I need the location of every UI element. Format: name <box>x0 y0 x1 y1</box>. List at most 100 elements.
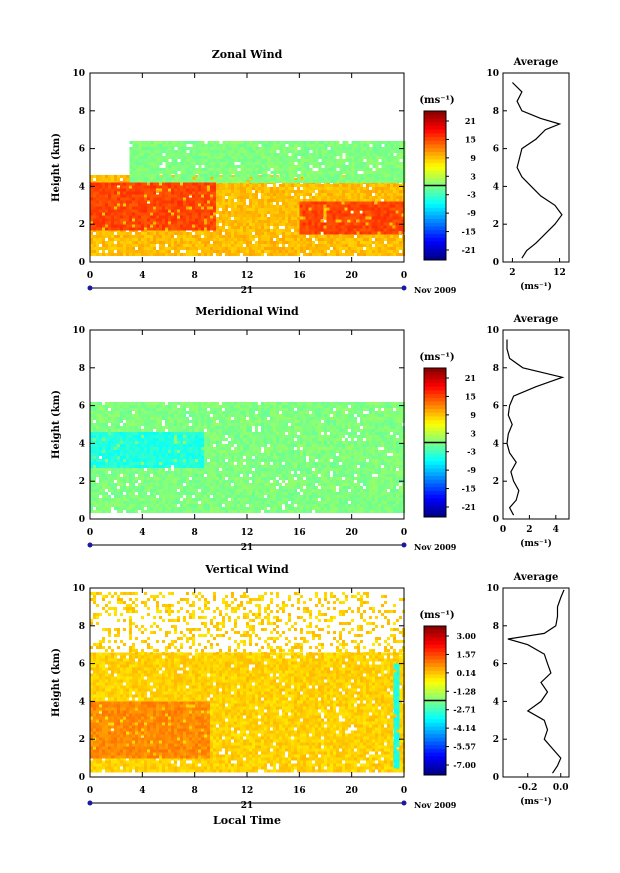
heatmap-cell <box>165 194 168 198</box>
heatmap-cell <box>159 238 162 242</box>
heatmap-cell <box>381 193 384 197</box>
heatmap-cell <box>237 202 240 206</box>
heatmap-cell <box>381 244 384 248</box>
heatmap-cell <box>393 141 397 144</box>
heatmap-cell <box>186 165 190 168</box>
heatmap-cell <box>231 147 235 150</box>
heatmap-cell <box>165 253 168 257</box>
heatmap-cell <box>210 178 213 182</box>
heatmap-cell <box>252 171 256 174</box>
heatmap-cell <box>201 159 205 162</box>
colorbar-segment <box>424 230 446 235</box>
heatmap-cell <box>398 201 402 205</box>
heatmap-cell <box>231 180 235 183</box>
heatmap-cell <box>299 207 303 211</box>
heatmap-cell <box>308 204 312 208</box>
heatmap-cell <box>273 244 276 248</box>
heatmap-cell <box>375 190 378 194</box>
heatmap-cell <box>321 150 325 153</box>
heatmap-cell <box>222 168 226 171</box>
heatmap-cell <box>353 207 357 211</box>
heatmap-cell <box>93 200 96 204</box>
heatmap-cell <box>246 159 250 162</box>
heatmap-cell <box>390 177 394 180</box>
heatmap-cell <box>294 241 297 245</box>
heatmap-cell <box>135 197 138 201</box>
heatmap-cell <box>356 207 360 211</box>
heatmap-cell <box>318 153 322 156</box>
heatmap-cell <box>380 213 384 217</box>
heatmap-cell <box>90 410 93 414</box>
heatmap-cell <box>327 253 330 257</box>
heatmap-cell <box>132 156 136 159</box>
heatmap-cell <box>299 213 303 217</box>
heatmap-cell <box>141 253 144 257</box>
heatmap-cell <box>368 207 372 211</box>
heatmap-cell <box>141 171 145 174</box>
heatmap-cell <box>138 191 141 195</box>
heatmap-cell <box>306 187 309 191</box>
heatmap-cell <box>105 203 108 207</box>
heatmap-cell <box>225 190 228 194</box>
heatmap-cell <box>102 241 105 245</box>
heatmap-cell <box>336 177 340 180</box>
heatmap-cell <box>321 247 324 251</box>
heatmap-cell <box>183 150 187 153</box>
heatmap-cell <box>354 141 358 144</box>
heatmap-cell <box>90 212 93 216</box>
heatmap-cell <box>153 180 157 183</box>
colorbar-label: -21 <box>462 245 476 255</box>
heatmap-cell <box>276 241 279 245</box>
heatmap-cell <box>342 168 346 171</box>
heatmap-cell <box>144 218 147 222</box>
heatmap-cell <box>273 159 277 162</box>
heatmap-cell <box>207 144 211 147</box>
heatmap-cell <box>240 180 244 183</box>
heatmap-cell <box>324 235 327 239</box>
heatmap-cell <box>141 162 145 165</box>
heatmap-cell <box>102 188 105 192</box>
heatmap-cell <box>177 247 180 251</box>
heatmap-cell <box>252 199 255 203</box>
heatmap-cell <box>243 168 247 171</box>
heatmap-cell <box>317 219 321 223</box>
heatmap-cell <box>363 141 367 144</box>
heatmap-cell <box>234 156 238 159</box>
heatmap-cell <box>360 253 363 257</box>
heatmap-cell <box>347 213 351 217</box>
heatmap-cell <box>255 232 258 236</box>
heatmap-cell <box>111 197 114 201</box>
heatmap-cell <box>324 238 327 242</box>
heatmap-cell <box>264 196 267 200</box>
heatmap-cell <box>147 241 150 245</box>
heatmap-cell <box>371 207 375 211</box>
heatmap-cell <box>333 174 337 177</box>
heatmap-cell <box>399 144 403 147</box>
heatmap-cell <box>261 220 264 224</box>
heatmap-cell <box>282 180 286 183</box>
heatmap-cell <box>123 175 126 179</box>
heatmap-cell <box>321 147 325 150</box>
heatmap-cell <box>180 227 183 231</box>
average-x-tick-label: 12 <box>553 268 566 278</box>
heatmap-cell <box>326 219 330 223</box>
heatmap-cell <box>273 177 277 180</box>
heatmap-cell <box>249 190 252 194</box>
heatmap-cell <box>213 144 217 147</box>
colorbar-segment <box>424 196 446 201</box>
heatmap-cell <box>126 182 129 186</box>
heatmap-cell <box>279 150 283 153</box>
heatmap-cell <box>350 225 354 229</box>
heatmap-cell <box>195 194 198 198</box>
heatmap-cell <box>180 253 183 257</box>
heatmap-cell <box>216 223 219 227</box>
heatmap-cell <box>401 201 405 205</box>
heatmap-cell <box>228 235 231 239</box>
heatmap-cell <box>111 185 114 189</box>
heatmap-cell <box>369 253 372 257</box>
heatmap-cell <box>210 244 213 248</box>
heatmap-cell <box>147 191 150 195</box>
heatmap-cell <box>219 171 223 174</box>
heatmap-cell <box>324 174 328 177</box>
heatmap-cell <box>318 171 322 174</box>
